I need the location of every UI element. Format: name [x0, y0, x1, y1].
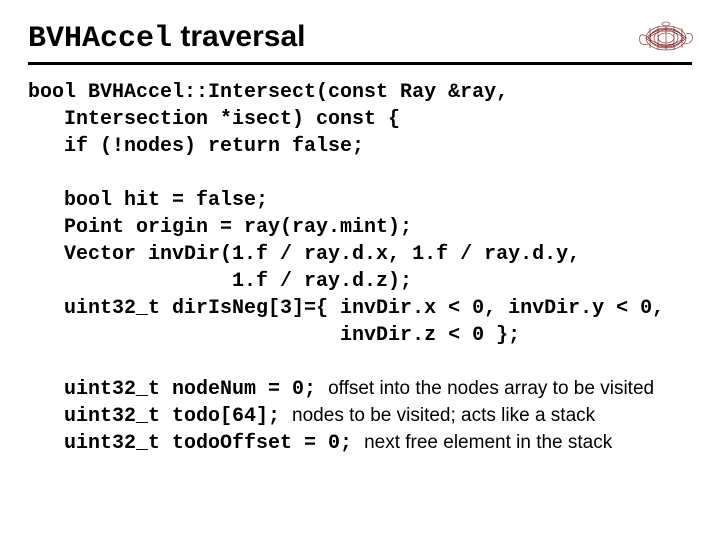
code-line: if (!nodes) return false; — [28, 135, 364, 158]
code-line: bool hit = false; — [28, 189, 268, 212]
title-rest: traversal — [172, 20, 305, 53]
code-line: 1.f / ray.d.z); — [28, 270, 412, 293]
teapot-logo — [636, 14, 696, 56]
code-line: uint32_t dirIsNeg[3]={ invDir.x < 0, inv… — [28, 297, 664, 320]
code-line: uint32_t todoOffset = 0; — [28, 432, 364, 455]
code-line: invDir.z < 0 }; — [28, 324, 520, 347]
annotation: next free element in the stack — [364, 432, 612, 453]
code-line: Vector invDir(1.f / ray.d.x, 1.f / ray.d… — [28, 243, 580, 266]
code-line: Point origin = ray(ray.mint); — [28, 216, 412, 239]
code-line: uint32_t todo[64]; — [28, 405, 292, 428]
annotation: nodes to be visited; acts like a stack — [292, 405, 595, 426]
code-block: bool BVHAccel::Intersect(const Ray &ray,… — [28, 79, 692, 457]
annotation: offset into the nodes array to be visite… — [328, 378, 654, 399]
title-mono: BVHAccel — [28, 22, 172, 56]
code-line: bool BVHAccel::Intersect(const Ray &ray, — [28, 81, 508, 104]
code-line: Intersection *isect) const { — [28, 108, 400, 131]
title-rule — [28, 62, 692, 65]
slide-title: BVHAccel traversal — [28, 20, 692, 56]
code-line: uint32_t nodeNum = 0; — [28, 378, 328, 401]
